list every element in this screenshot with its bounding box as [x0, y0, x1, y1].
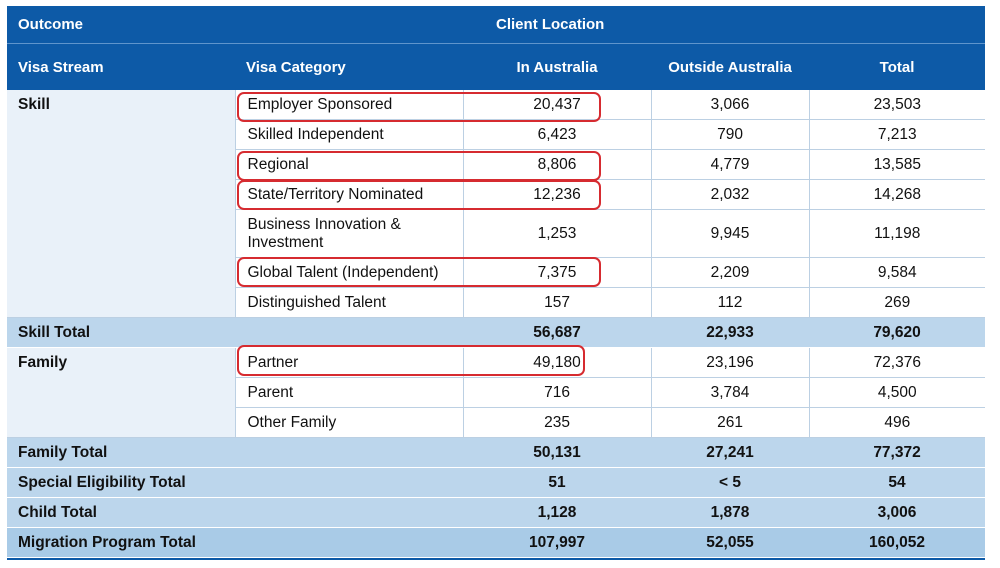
table-row: Skill Employer Sponsored 20,437 3,066 23… [7, 90, 986, 318]
category-line-1: Business Innovation & [247, 215, 401, 233]
category-cell: Partner [235, 347, 464, 378]
category-cell: Distinguished Talent [235, 287, 464, 318]
in-australia-cell: 12,236 [463, 179, 652, 210]
category-cell: State/Territory Nominated [235, 179, 464, 210]
in-australia-cell: 1,253 [463, 209, 652, 258]
outside-australia-cell: 790 [651, 119, 810, 150]
total-cell: 23,503 [809, 90, 986, 120]
category-cell: Parent [235, 377, 464, 408]
table-row: Distinguished Talent 157 112 269 [7, 287, 986, 318]
skill-total-row: Skill Total 56,687 22,933 79,620 [7, 317, 986, 348]
total-cell: 79,620 [809, 317, 986, 348]
in-australia-cell: 157 [463, 287, 652, 318]
outside-australia-cell: 261 [651, 407, 810, 438]
total-cell: 14,268 [809, 179, 986, 210]
outside-australia-cell: 9,945 [651, 209, 810, 258]
outside-australia-cell: 4,779 [651, 149, 810, 180]
visa-category-header: Visa Category [235, 43, 464, 90]
outside-australia-cell: 22,933 [651, 317, 810, 348]
total-label: Migration Program Total [7, 527, 464, 558]
table-bottom-rule [7, 558, 985, 560]
client-location-header: Client Location [463, 6, 986, 44]
in-australia-cell: 7,375 [463, 257, 652, 288]
total-cell: 4,500 [809, 377, 986, 408]
outside-australia-cell: 52,055 [651, 527, 810, 558]
category-line-2: Investment [247, 233, 324, 251]
total-cell: 160,052 [809, 527, 986, 558]
in-australia-cell: 716 [463, 377, 652, 408]
total-label: Family Total [7, 437, 464, 468]
visa-outcome-table: Outcome Client Location Visa Stream Visa… [7, 6, 986, 558]
category-cell: Global Talent (Independent) [235, 257, 464, 288]
outside-australia-cell: 2,032 [651, 179, 810, 210]
category-cell: Other Family [235, 407, 464, 438]
family-total-row: Family Total 50,131 27,241 77,372 [7, 437, 986, 468]
total-label: Child Total [7, 497, 464, 528]
in-australia-header: In Australia [463, 43, 652, 90]
table-row: Parent 716 3,784 4,500 [7, 377, 986, 408]
stream-family: Family [7, 347, 236, 438]
outside-australia-cell: < 5 [651, 467, 810, 498]
total-cell: 7,213 [809, 119, 986, 150]
table-row: Family Partner 49,180 23,196 72,376 [7, 347, 986, 438]
total-cell: 77,372 [809, 437, 986, 468]
table-row: Business Innovation & Investment 1,253 9… [7, 209, 986, 258]
header-row-top: Outcome Client Location [7, 6, 986, 44]
total-label: Special Eligibility Total [7, 467, 464, 498]
total-cell: 11,198 [809, 209, 986, 258]
in-australia-cell: 49,180 [463, 347, 652, 378]
category-cell: Skilled Independent [235, 119, 464, 150]
category-cell: Regional [235, 149, 464, 180]
child-total-row: Child Total 1,128 1,878 3,006 [7, 497, 986, 528]
total-cell: 54 [809, 467, 986, 498]
in-australia-cell: 1,128 [463, 497, 652, 528]
special-eligibility-total-row: Special Eligibility Total 51 < 5 54 [7, 467, 986, 498]
in-australia-cell: 235 [463, 407, 652, 438]
in-australia-cell: 51 [463, 467, 652, 498]
total-cell: 13,585 [809, 149, 986, 180]
outside-australia-cell: 3,066 [651, 90, 810, 120]
outside-australia-cell: 23,196 [651, 347, 810, 378]
total-cell: 72,376 [809, 347, 986, 378]
outside-australia-cell: 3,784 [651, 377, 810, 408]
visa-stream-header: Visa Stream [7, 43, 235, 90]
total-cell: 3,006 [809, 497, 986, 528]
category-cell: Employer Sponsored [235, 90, 464, 120]
table-row: Skilled Independent 6,423 790 7,213 [7, 119, 986, 150]
outside-australia-cell: 2,209 [651, 257, 810, 288]
category-cell: Business Innovation & Investment [235, 209, 464, 258]
total-cell: 496 [809, 407, 986, 438]
table-row: Global Talent (Independent) 7,375 2,209 … [7, 257, 986, 288]
in-australia-cell: 107,997 [463, 527, 652, 558]
header-row-columns: Visa Stream Visa Category In Australia O… [7, 43, 986, 90]
total-label: Skill Total [7, 317, 464, 348]
in-australia-cell: 20,437 [463, 90, 652, 120]
total-header: Total [809, 43, 986, 90]
migration-program-total-row: Migration Program Total 107,997 52,055 1… [7, 527, 986, 558]
outside-australia-cell: 112 [651, 287, 810, 318]
total-cell: 9,584 [809, 257, 986, 288]
outcome-header: Outcome [7, 6, 464, 44]
table-row: State/Territory Nominated 12,236 2,032 1… [7, 179, 986, 210]
in-australia-cell: 50,131 [463, 437, 652, 468]
in-australia-cell: 56,687 [463, 317, 652, 348]
table-row: Other Family 235 261 496 [7, 407, 986, 438]
outside-australia-cell: 1,878 [651, 497, 810, 528]
outside-australia-cell: 27,241 [651, 437, 810, 468]
visa-outcome-table-container: Outcome Client Location Visa Stream Visa… [7, 6, 986, 560]
outside-australia-header: Outside Australia [651, 43, 810, 90]
total-cell: 269 [809, 287, 986, 318]
in-australia-cell: 6,423 [463, 119, 652, 150]
stream-skill: Skill [7, 90, 236, 318]
in-australia-cell: 8,806 [463, 149, 652, 180]
